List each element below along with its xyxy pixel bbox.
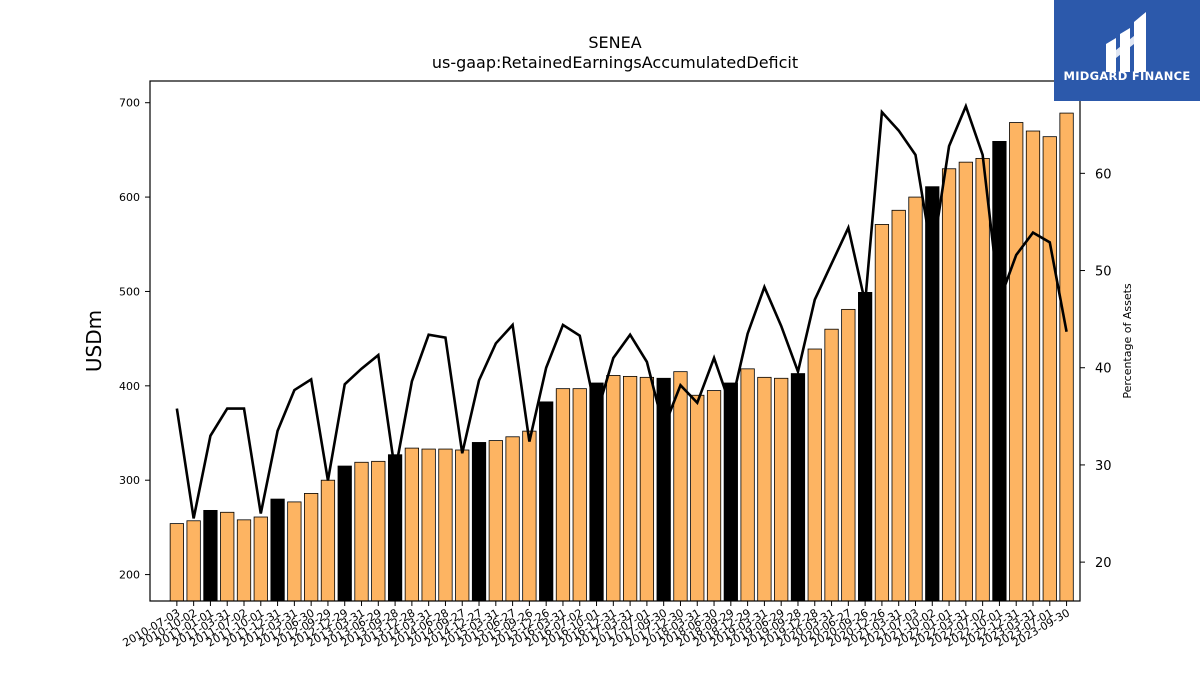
- bar: [572, 388, 587, 602]
- bar: [958, 161, 973, 602]
- bar: [941, 168, 957, 602]
- bar: [387, 454, 403, 602]
- bar: [589, 382, 604, 602]
- bar: [270, 498, 285, 602]
- bar: [320, 479, 336, 602]
- bar: [337, 465, 352, 602]
- midgard-logo-icon: [1106, 12, 1146, 72]
- bar: [169, 523, 184, 602]
- bar: [891, 209, 906, 602]
- y2-tick-label: 40: [1095, 362, 1112, 377]
- bar: [757, 376, 772, 602]
- y2-tick-label: 20: [1095, 556, 1112, 571]
- plot-frame: [149, 80, 1081, 602]
- bar: [421, 448, 436, 602]
- bar: [706, 390, 722, 602]
- bar: [354, 461, 369, 602]
- bar: [505, 436, 520, 602]
- bar: [858, 291, 873, 602]
- bar: [371, 460, 386, 602]
- bar: [404, 447, 419, 602]
- y2-tick-label: 50: [1095, 265, 1112, 280]
- bar: [606, 375, 621, 602]
- bar: [220, 511, 235, 602]
- bar: [774, 377, 789, 602]
- bar: [186, 520, 201, 602]
- y-tick-label: 600: [119, 191, 140, 204]
- bar: [690, 394, 705, 602]
- chart-subtitle: us-gaap:RetainedEarningsAccumulatedDefic…: [432, 53, 798, 72]
- bar: [841, 308, 856, 602]
- bar: [455, 449, 470, 602]
- bar: [1059, 112, 1074, 602]
- bar: [203, 509, 218, 602]
- bar: [740, 368, 755, 602]
- percentage-line: [175, 102, 1068, 519]
- brand-logo: MIDGARD FINANCE: [1054, 0, 1200, 101]
- y-axis-label: USDm: [82, 310, 106, 372]
- bar: [639, 376, 655, 602]
- bar: [824, 328, 839, 602]
- y-tick-label: 200: [119, 569, 140, 582]
- bar: [992, 140, 1007, 602]
- bar: [1009, 122, 1024, 602]
- bar: [304, 493, 319, 602]
- bar: [438, 448, 453, 602]
- y2-tick-label: 60: [1095, 167, 1112, 182]
- bar: [287, 501, 302, 602]
- bar: [723, 382, 738, 602]
- bar: [908, 196, 923, 602]
- bar: [874, 224, 890, 602]
- bar: [790, 373, 806, 602]
- bar: [488, 440, 503, 602]
- bar: [622, 375, 638, 602]
- bar: [807, 348, 822, 602]
- bar: [522, 430, 537, 602]
- bar: [1042, 136, 1057, 602]
- logo-text: MIDGARD FINANCE: [1063, 69, 1191, 83]
- y-tick-label: 500: [119, 285, 140, 298]
- bar: [253, 516, 268, 602]
- y-tick-label: 700: [119, 97, 140, 110]
- bar: [673, 371, 688, 602]
- bar: [1025, 130, 1041, 602]
- bar: [471, 442, 487, 602]
- bar: [539, 401, 554, 602]
- y2-axis-label: Percentage of Assets: [1121, 283, 1134, 399]
- y-tick-label: 300: [119, 474, 140, 487]
- y2-tick-label: 30: [1095, 459, 1112, 474]
- y-tick-label: 400: [119, 380, 140, 393]
- bar: [975, 157, 990, 602]
- bar: [236, 519, 252, 602]
- bar: [555, 388, 571, 602]
- chart-title: SENEA: [588, 33, 641, 52]
